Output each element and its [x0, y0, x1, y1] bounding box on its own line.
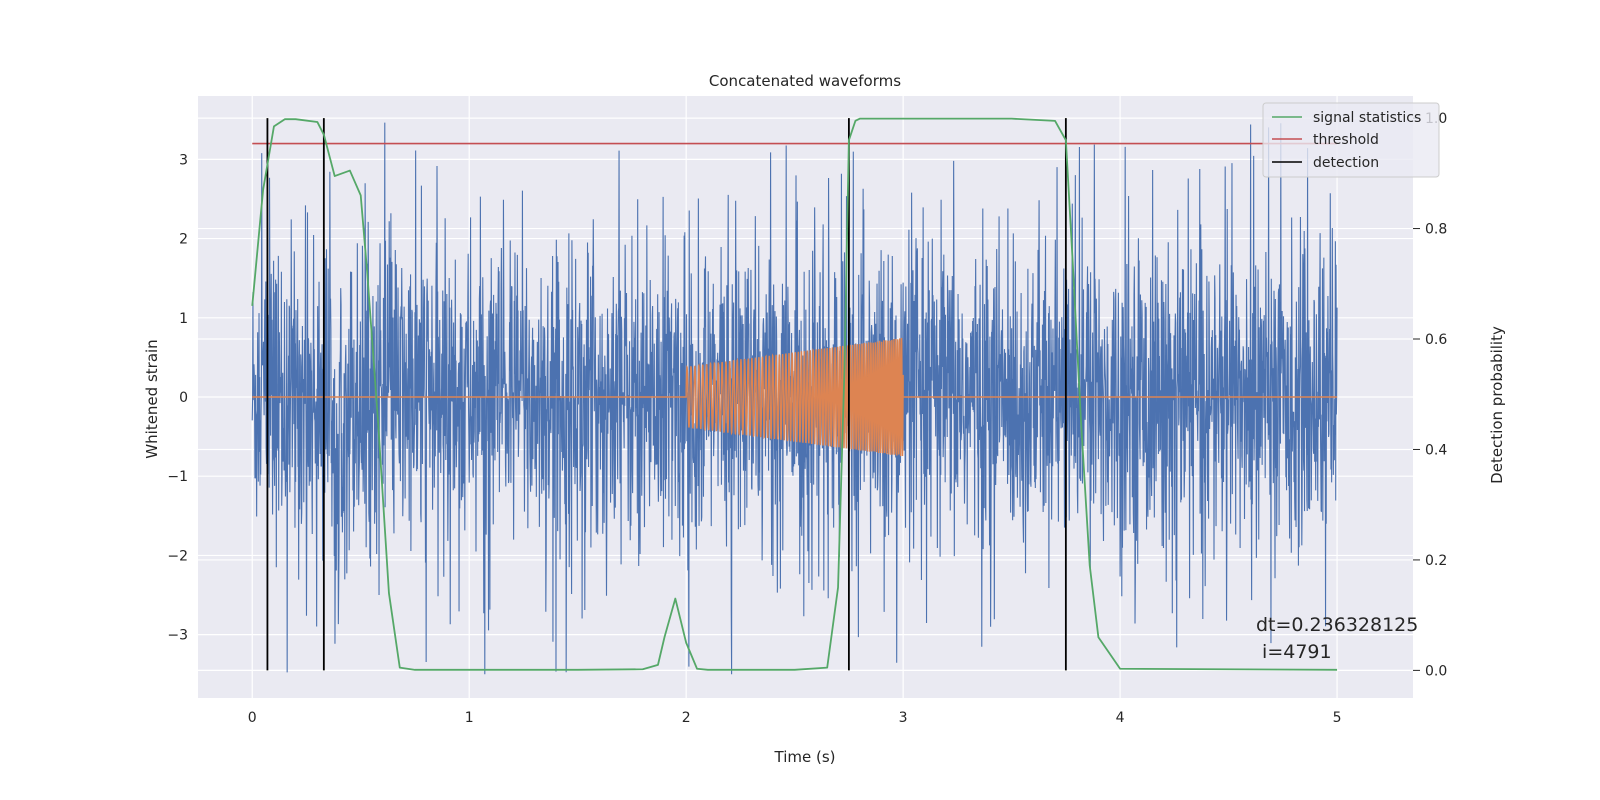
y-tick-label: −3 [167, 628, 188, 644]
injected-chirp-series [252, 337, 1338, 457]
strain-noise-line [251, 122, 1338, 675]
y2-tick-label: 0.0 [1425, 663, 1447, 679]
y-tick-label: 3 [179, 152, 188, 168]
x-tick-label: 3 [899, 710, 908, 726]
x-tick-label: 0 [248, 710, 257, 726]
x-tick-label: 5 [1333, 710, 1342, 726]
y-axis-label: Whitened strain [143, 339, 161, 458]
legend-label-threshold: threshold [1313, 132, 1379, 148]
legend-box [1262, 102, 1440, 178]
x-axis: 0 1 2 3 4 5 [248, 710, 1342, 726]
annotation-index: i=4791 [1256, 641, 1332, 663]
x-tick-label: 2 [682, 710, 691, 726]
legend-label-detection: detection [1313, 155, 1379, 171]
y2-axis-label: Detection probability [1488, 326, 1506, 484]
strain-noise-series [251, 122, 1338, 675]
legend: signal statistics threshold detection [1262, 102, 1440, 178]
grid [198, 96, 1413, 698]
chart-title: Concatenated waveforms [709, 72, 901, 90]
y-tick-label: 2 [179, 232, 188, 248]
y2-tick-label: 0.2 [1425, 553, 1447, 569]
x-tick-label: 1 [465, 710, 474, 726]
y2-tick-label: 0.4 [1425, 442, 1447, 458]
signal-statistics-series [251, 117, 1338, 671]
y2-tick-label: 0.6 [1425, 332, 1447, 348]
x-axis-label: Time (s) [774, 748, 836, 766]
x-tick-label: 4 [1116, 710, 1125, 726]
legend-label-signal-statistics: signal statistics [1313, 110, 1421, 126]
y-tick-label: 1 [179, 311, 188, 327]
signal-statistics-line [251, 117, 1338, 671]
y-axis-left: −3 −2 −1 0 1 2 3 [167, 152, 188, 643]
y-tick-label: 0 [179, 390, 188, 406]
y2-tick-label: 0.8 [1425, 222, 1447, 238]
injected-chirp-line [252, 337, 1338, 457]
y-tick-label: −1 [167, 469, 188, 485]
detection-series [266, 118, 1067, 671]
annotation-dt: dt=0.236328125 [1256, 614, 1418, 636]
y-tick-label: −2 [167, 548, 188, 564]
